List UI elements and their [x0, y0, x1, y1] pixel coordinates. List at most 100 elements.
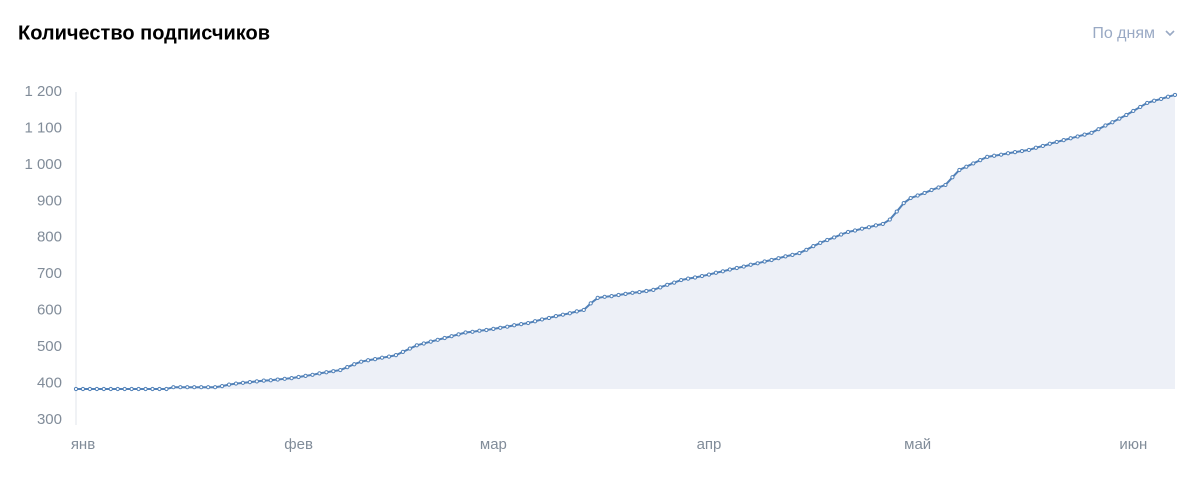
point [1075, 134, 1080, 139]
point [950, 175, 955, 180]
point [393, 353, 399, 358]
y-tick-label: 1 100 [24, 119, 62, 136]
point [372, 357, 378, 362]
point [880, 221, 885, 227]
point [1047, 141, 1052, 146]
point [1026, 147, 1032, 153]
y-tick-label: 1 200 [24, 83, 62, 100]
point [1054, 139, 1059, 145]
point [213, 385, 218, 390]
point [268, 378, 273, 383]
point [219, 384, 225, 389]
point [157, 386, 162, 392]
point [526, 320, 531, 326]
point [546, 315, 552, 321]
point [581, 307, 586, 313]
point [456, 332, 461, 337]
point [1012, 150, 1018, 155]
period-selector[interactable]: По дням [1092, 25, 1175, 42]
point [505, 324, 510, 329]
point [1158, 96, 1164, 102]
x-tick-label: июн [1119, 436, 1147, 453]
point [915, 193, 920, 198]
point [303, 373, 308, 379]
point [1103, 123, 1108, 128]
x-tick-label: янв [71, 436, 95, 453]
point [574, 309, 579, 314]
chevron[interactable] [1165, 30, 1175, 37]
point [442, 335, 447, 341]
point [407, 346, 412, 351]
point [1040, 143, 1045, 149]
point [609, 293, 614, 299]
point [400, 349, 406, 354]
point [192, 385, 197, 390]
point [352, 362, 357, 367]
point [331, 369, 336, 374]
point [658, 285, 663, 290]
point [129, 386, 134, 392]
y-tick-label: 300 [37, 411, 62, 428]
point [359, 359, 364, 364]
point [957, 167, 962, 173]
point [706, 272, 712, 277]
point [108, 386, 113, 392]
point [804, 247, 809, 252]
point [1061, 138, 1066, 143]
point [852, 228, 858, 233]
point [692, 275, 698, 280]
point [366, 358, 371, 363]
point [261, 378, 266, 383]
point [435, 337, 440, 342]
point [282, 376, 287, 381]
point [651, 287, 656, 292]
point [553, 314, 559, 319]
point [762, 259, 767, 264]
point [560, 312, 565, 317]
x-tick-label: мар [480, 436, 507, 453]
point [630, 290, 635, 295]
point [727, 267, 732, 272]
period-label[interactable]: По дням [1092, 25, 1155, 42]
point [825, 237, 830, 243]
point [588, 301, 593, 306]
point [964, 164, 969, 169]
point [1033, 145, 1038, 150]
y-tick-label: 600 [37, 302, 62, 319]
point [136, 386, 141, 392]
point [1019, 148, 1025, 154]
y-tick-label: 1 000 [24, 156, 62, 173]
point [150, 386, 155, 392]
point [1165, 94, 1171, 99]
point [755, 261, 760, 266]
point [1172, 92, 1178, 98]
point [532, 319, 538, 324]
point [171, 385, 176, 390]
point [644, 288, 649, 294]
point [1138, 104, 1143, 110]
point [379, 355, 385, 360]
point [254, 379, 259, 384]
point [310, 372, 315, 377]
point [1110, 120, 1115, 125]
point [199, 385, 204, 390]
point [818, 240, 823, 245]
point [477, 328, 482, 333]
point [929, 187, 934, 193]
point [999, 152, 1004, 157]
point [428, 339, 433, 344]
point [101, 386, 106, 392]
point [1124, 112, 1129, 118]
point [873, 223, 879, 228]
point [978, 158, 983, 163]
point [859, 226, 865, 231]
point [741, 264, 746, 269]
point [985, 154, 990, 159]
point [94, 386, 99, 392]
point [206, 385, 211, 390]
point [345, 365, 350, 370]
point [185, 385, 190, 390]
point [894, 209, 899, 214]
y-tick-label: 800 [37, 229, 62, 246]
x-tick-label: апр [697, 436, 722, 453]
